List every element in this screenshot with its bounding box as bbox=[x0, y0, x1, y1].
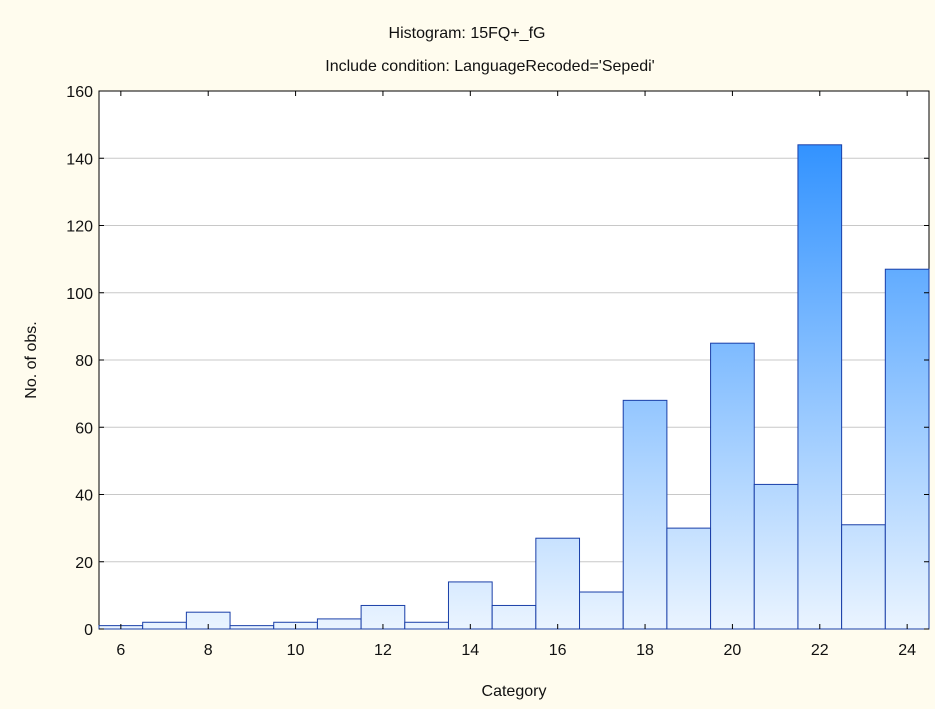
y-tick-label-0: 0 bbox=[84, 622, 93, 639]
bar-16 bbox=[535, 537, 581, 630]
bar-20 bbox=[710, 342, 755, 630]
bar-19 bbox=[666, 527, 712, 630]
x-tick-label-6: 6 bbox=[116, 642, 125, 659]
chart-subtitle: Include condition: LanguageRecoded='Sepe… bbox=[325, 58, 654, 75]
x-tick-label-14: 14 bbox=[461, 642, 479, 659]
y-tick-label-80: 80 bbox=[75, 353, 93, 370]
y-tick-label-100: 100 bbox=[66, 286, 93, 303]
y-tick-label-160: 160 bbox=[66, 84, 93, 101]
y-tick-label-60: 60 bbox=[75, 420, 93, 437]
x-tick-label-18: 18 bbox=[636, 642, 654, 659]
x-tick-label-12: 12 bbox=[374, 642, 392, 659]
bar-21 bbox=[753, 483, 799, 630]
y-tick-label-120: 120 bbox=[66, 219, 93, 236]
axes: 0 20 40 60 80 100 120 140 160 6 8 10 12 14 16 18 20 22 24 bbox=[66, 84, 929, 659]
bar-13 bbox=[404, 621, 449, 630]
x-tick-label-20: 20 bbox=[724, 642, 742, 659]
chart-title: Histogram: 15FQ+_fG bbox=[389, 25, 546, 42]
bar-7 bbox=[142, 621, 187, 630]
bar-11 bbox=[316, 618, 362, 630]
x-tick-label-24: 24 bbox=[898, 642, 916, 659]
bar-22 bbox=[797, 144, 843, 630]
bar-24 bbox=[884, 268, 930, 630]
x-tick-label-8: 8 bbox=[204, 642, 213, 659]
y-tick-label-40: 40 bbox=[75, 488, 93, 505]
y-tick-label-140: 140 bbox=[66, 151, 93, 168]
x-tick-label-10: 10 bbox=[287, 642, 305, 659]
bar-15 bbox=[491, 604, 537, 630]
x-tick-label-16: 16 bbox=[549, 642, 567, 659]
bar-17 bbox=[579, 591, 624, 630]
bars bbox=[98, 144, 930, 630]
bar-14 bbox=[447, 581, 493, 630]
y-tick-label-20: 20 bbox=[75, 555, 93, 572]
x-tick-label-22: 22 bbox=[811, 642, 829, 659]
bar-18 bbox=[622, 399, 668, 630]
x-axis-label: Category bbox=[482, 683, 547, 700]
y-axis-label: No. of obs. bbox=[23, 321, 40, 398]
bar-23 bbox=[841, 524, 886, 630]
bar-9 bbox=[229, 625, 275, 630]
